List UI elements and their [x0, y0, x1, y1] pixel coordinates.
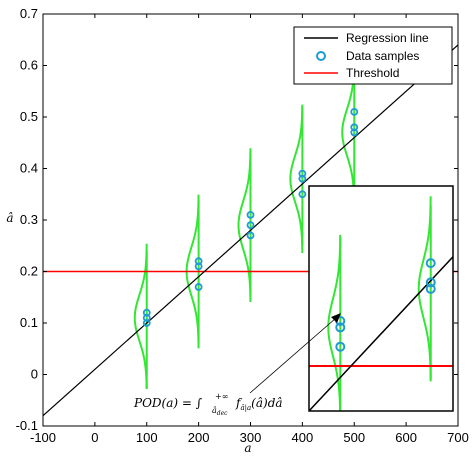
annotation-arrowhead	[331, 313, 341, 323]
annotation-upper-limit: +∞	[215, 392, 228, 401]
legend-samples-label: Data samples	[346, 49, 419, 63]
y-tick-label: 0.3	[20, 212, 38, 227]
data-sample	[142, 308, 151, 317]
x-tick-label: 500	[343, 430, 365, 445]
x-tick-label: -100	[30, 430, 56, 445]
y-tick-label: 0.6	[20, 58, 38, 73]
x-tick-label: 0	[91, 430, 98, 445]
regression-line	[43, 44, 458, 417]
annotation-box	[130, 389, 305, 417]
inset-zoom	[309, 196, 453, 411]
inset-frame	[308, 185, 454, 412]
legend-regression-label: Regression line	[346, 31, 429, 45]
inset-regression-line	[309, 256, 453, 411]
annotation-integrand: fâ|a(â)dâ	[235, 396, 283, 412]
annotation-integrand-f: f	[235, 396, 243, 410]
x-tick-label: 700	[447, 430, 469, 445]
x-tick-label: 200	[188, 430, 210, 445]
annotation-lower-sub: dec	[217, 410, 228, 417]
data-sample	[350, 123, 359, 132]
annotation-integrand-rest: (â)dâ	[251, 396, 282, 410]
distribution-curve	[237, 148, 252, 303]
x-tick-label: 300	[240, 430, 262, 445]
legend-samples-swatch	[316, 51, 326, 61]
y-axis-label: â	[6, 211, 13, 225]
inset-distribution-curve	[417, 196, 432, 382]
pod-annotation: POD(a) = ∫ +∞ âdec fâ|a(â)dâ	[130, 313, 341, 417]
y-tick-label: 0	[31, 367, 38, 382]
data-sample	[194, 257, 203, 266]
annotation-integrand-sub: â|a	[240, 404, 251, 412]
data-sample	[246, 231, 255, 240]
y-tick-label: 0.7	[20, 6, 38, 21]
data-sample	[350, 107, 359, 116]
inset-data-sample	[425, 277, 436, 288]
y-tick-label: 0.5	[20, 109, 38, 124]
data-sample	[298, 169, 307, 178]
x-axis-label: a	[244, 441, 251, 455]
data-sample	[298, 190, 307, 199]
annotation-lhs: POD(a) = ∫	[133, 396, 203, 410]
x-tick-label: 600	[395, 430, 417, 445]
annotation-lower-limit: âdec	[212, 406, 228, 417]
distribution-curve	[289, 104, 304, 253]
data-sample	[194, 283, 203, 291]
y-tick-label: 0.4	[20, 161, 38, 176]
x-tick-label: 100	[136, 430, 158, 445]
legend-box	[293, 26, 453, 85]
y-tick-label: 0.1	[20, 315, 38, 330]
legend-threshold-label: Threshold	[346, 66, 399, 80]
axis-ticks: -100 0 100 200 300 400 500 600 700 -0.1 0 0.1 0.2 0.3…	[16, 6, 469, 445]
legend: Regression line Data samples Threshold	[293, 26, 453, 85]
inset-data-sample	[335, 322, 346, 333]
plot-area	[43, 44, 458, 417]
annotation-lower-main: â	[212, 406, 217, 415]
inset-distribution-curve	[327, 234, 342, 411]
inset-data-sample	[425, 283, 436, 294]
data-sample	[246, 210, 255, 219]
data-sample	[246, 221, 255, 230]
distribution-curve	[133, 243, 148, 393]
y-tick-label: -0.1	[16, 418, 38, 433]
x-tick-label: 400	[292, 430, 314, 445]
inset-data-sample	[425, 258, 436, 269]
y-tick-label: 0.2	[20, 264, 38, 279]
annotation-arrow-line	[249, 317, 337, 394]
inset-data-sample	[335, 341, 346, 352]
